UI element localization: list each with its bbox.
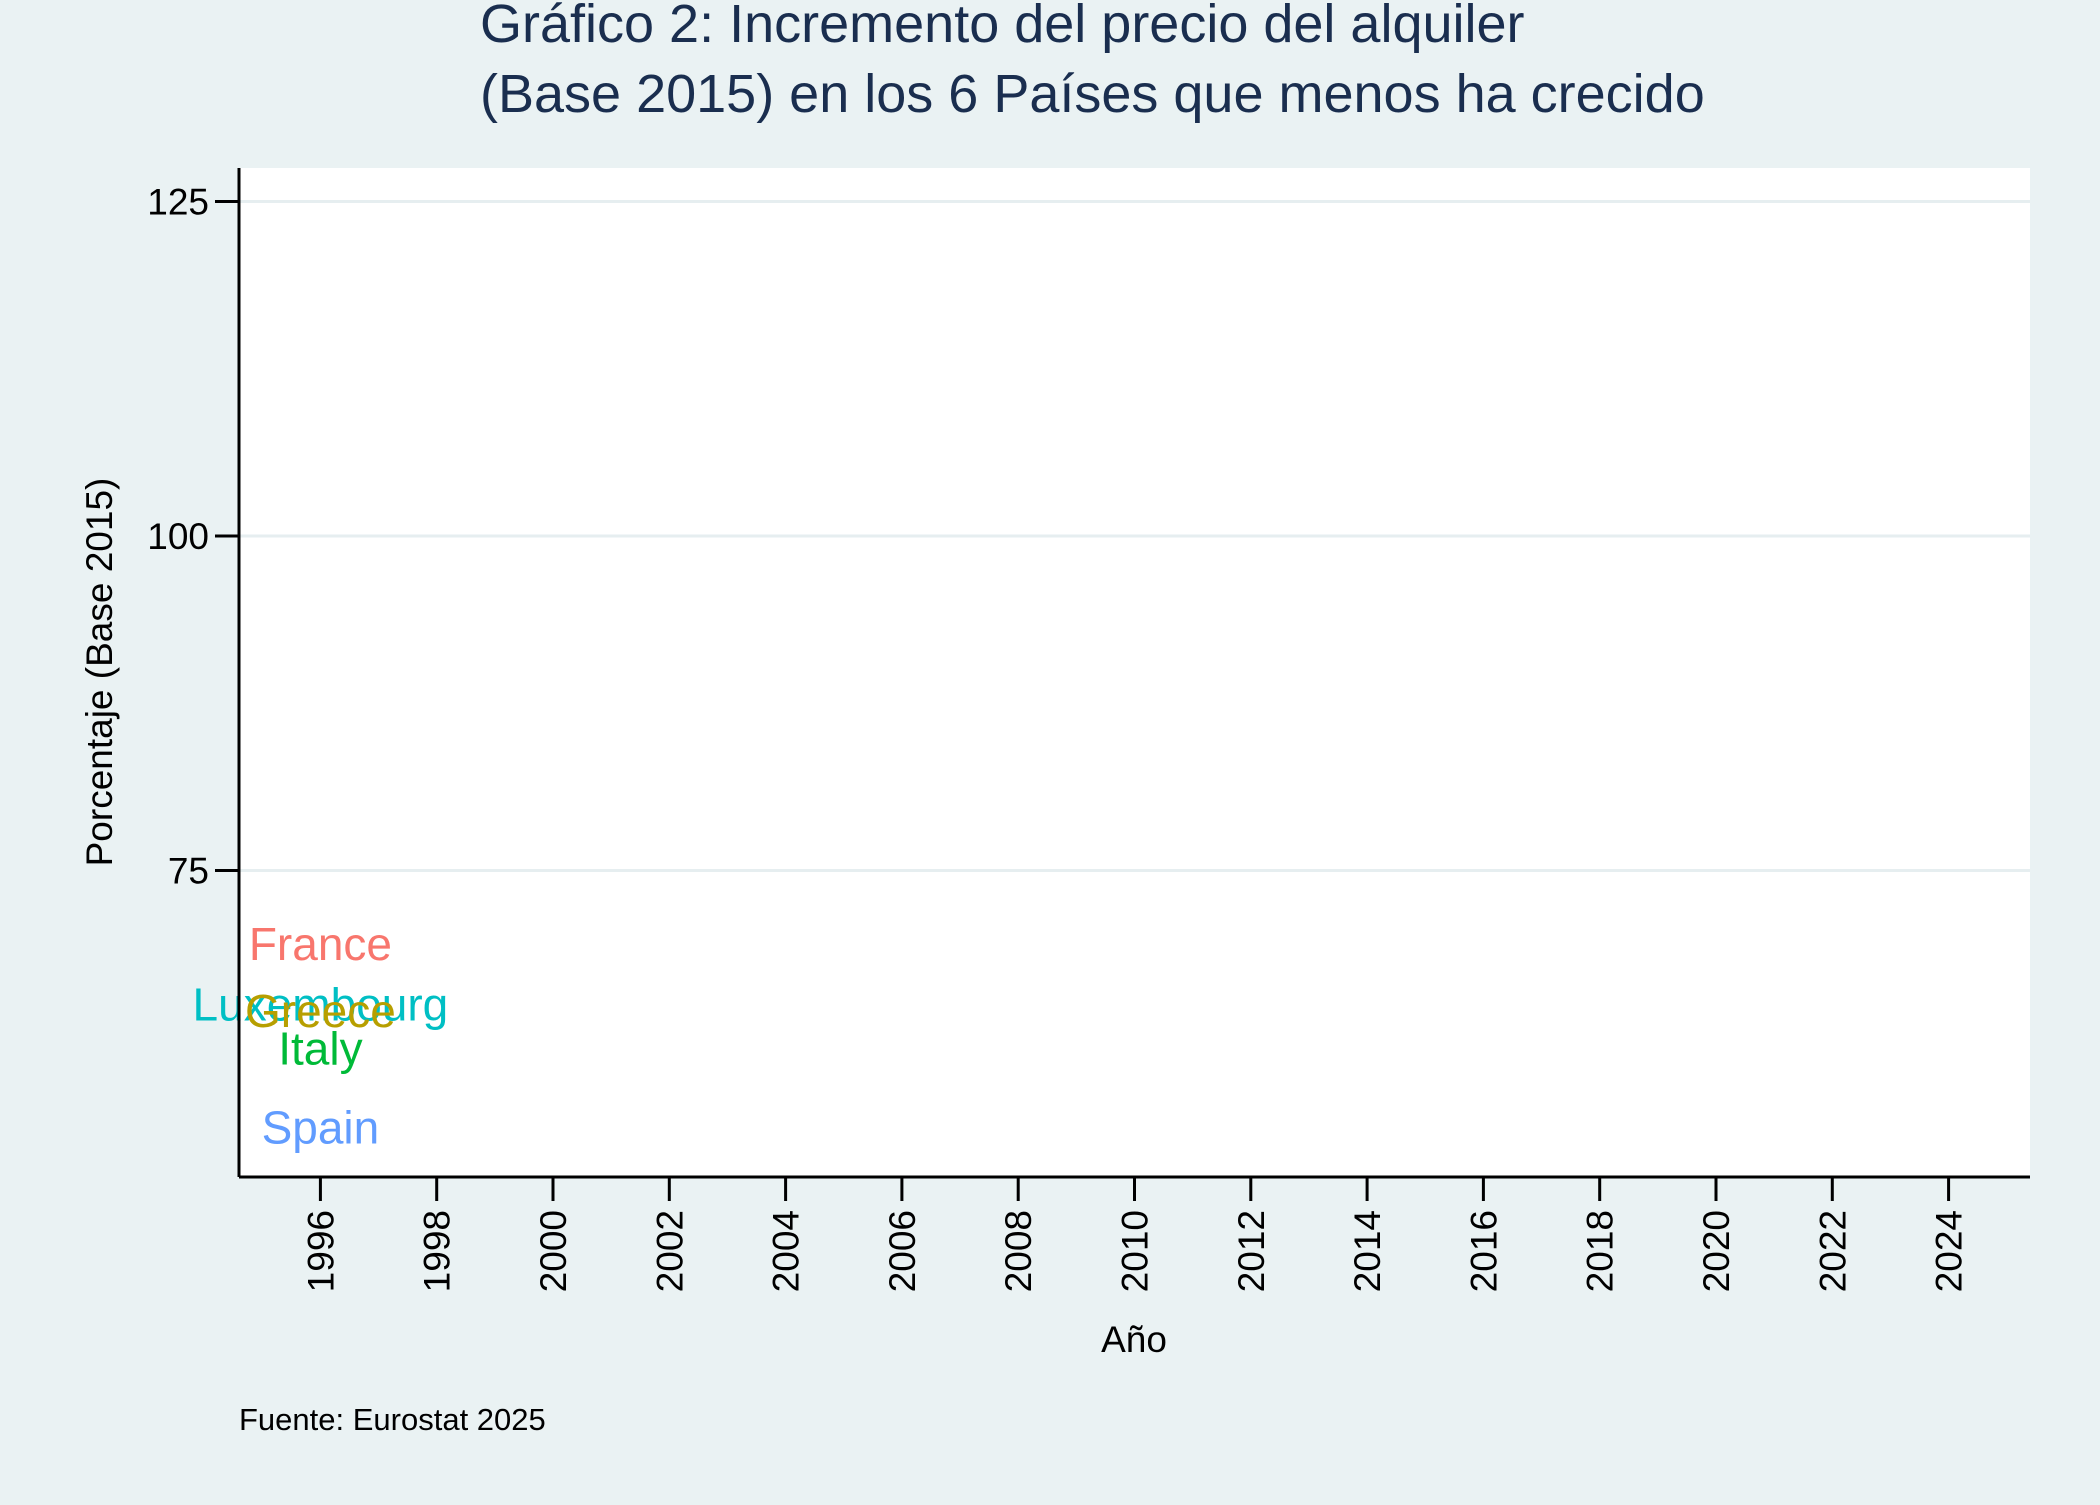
series-label-spain: Spain [262, 1101, 380, 1153]
x-tick-label: 2008 [998, 1210, 1039, 1292]
x-tick-label: 2016 [1463, 1210, 1504, 1292]
series-label-italy: Italy [278, 1023, 362, 1075]
x-tick-label: 2004 [766, 1210, 807, 1292]
source-note: Fuente: Eurostat 2025 [239, 1402, 546, 1437]
x-tick-label: 2012 [1231, 1210, 1272, 1292]
x-tick-label: 2022 [1812, 1210, 1853, 1292]
series-label-greece: Greece [245, 985, 396, 1037]
x-tick-label: 2020 [1696, 1210, 1737, 1292]
x-tick-label: 2014 [1347, 1210, 1388, 1292]
series-label-luxembourg: Luxembourg [193, 978, 449, 1030]
grid-lines [239, 199, 2030, 873]
x-tick-label: 2002 [649, 1210, 690, 1292]
x-tick-label: 2006 [882, 1210, 923, 1292]
x-axis-ticks: 1996 1998 2000 2002 2004 2006 2008 2010 2012 2014… [300, 1177, 1970, 1292]
series-label-france: France [249, 918, 392, 970]
x-tick-label: 1998 [417, 1210, 458, 1292]
chart-title-line-2: (Base 2015) en los 6 Países que menos ha… [480, 64, 1705, 124]
chart-title-line-1: Gráfico 2: Incremento del precio del alq… [480, 0, 1525, 54]
y-tick-label: 75 [168, 851, 209, 892]
plot-area [239, 168, 2030, 1177]
x-tick-label: 2024 [1929, 1210, 1970, 1292]
x-tick-label: 2010 [1115, 1210, 1156, 1292]
x-axis-title: Año [1101, 1319, 1167, 1360]
y-tick-label: 100 [147, 516, 209, 557]
y-axis-ticks: 75 100 125 [147, 181, 239, 892]
x-tick-label: 2000 [533, 1210, 574, 1292]
y-axis-title: Porcentaje (Base 2015) [79, 478, 120, 867]
x-tick-label: 1996 [300, 1210, 341, 1292]
y-tick-label: 125 [147, 181, 209, 222]
x-tick-label: 2018 [1580, 1210, 1621, 1292]
